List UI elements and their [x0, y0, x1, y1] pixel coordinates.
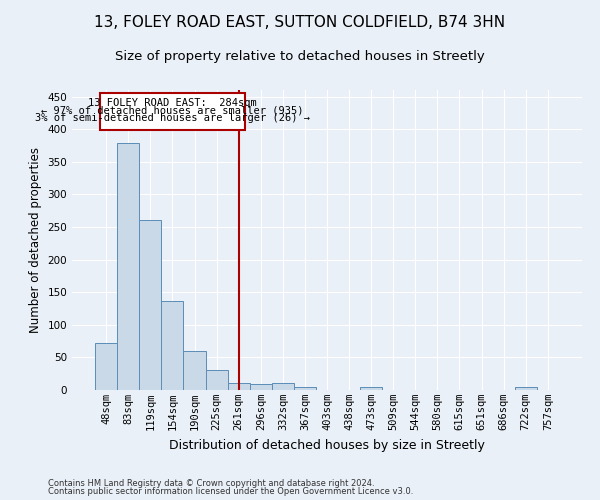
Text: 13, FOLEY ROAD EAST, SUTTON COLDFIELD, B74 3HN: 13, FOLEY ROAD EAST, SUTTON COLDFIELD, B…: [94, 15, 506, 30]
Text: ← 97% of detached houses are smaller (935): ← 97% of detached houses are smaller (93…: [41, 106, 304, 116]
Text: 13 FOLEY ROAD EAST:  284sqm: 13 FOLEY ROAD EAST: 284sqm: [88, 98, 257, 108]
Bar: [139, 220, 161, 390]
Text: Contains HM Land Registry data © Crown copyright and database right 2024.: Contains HM Land Registry data © Crown c…: [48, 478, 374, 488]
Bar: [250, 384, 272, 390]
Bar: [294, 386, 316, 390]
Text: 3% of semi-detached houses are larger (26) →: 3% of semi-detached houses are larger (2…: [35, 114, 310, 124]
Bar: [227, 384, 250, 390]
Bar: [100, 94, 245, 130]
Bar: [360, 388, 382, 390]
Bar: [95, 343, 117, 390]
Bar: [161, 302, 184, 390]
X-axis label: Distribution of detached houses by size in Streetly: Distribution of detached houses by size …: [169, 438, 485, 452]
Bar: [117, 144, 139, 390]
Bar: [515, 388, 537, 390]
Bar: [272, 384, 294, 390]
Text: Contains public sector information licensed under the Open Government Licence v3: Contains public sector information licen…: [48, 487, 413, 496]
Text: Size of property relative to detached houses in Streetly: Size of property relative to detached ho…: [115, 50, 485, 63]
Bar: [206, 370, 227, 390]
Bar: [184, 351, 206, 390]
Y-axis label: Number of detached properties: Number of detached properties: [29, 147, 42, 333]
